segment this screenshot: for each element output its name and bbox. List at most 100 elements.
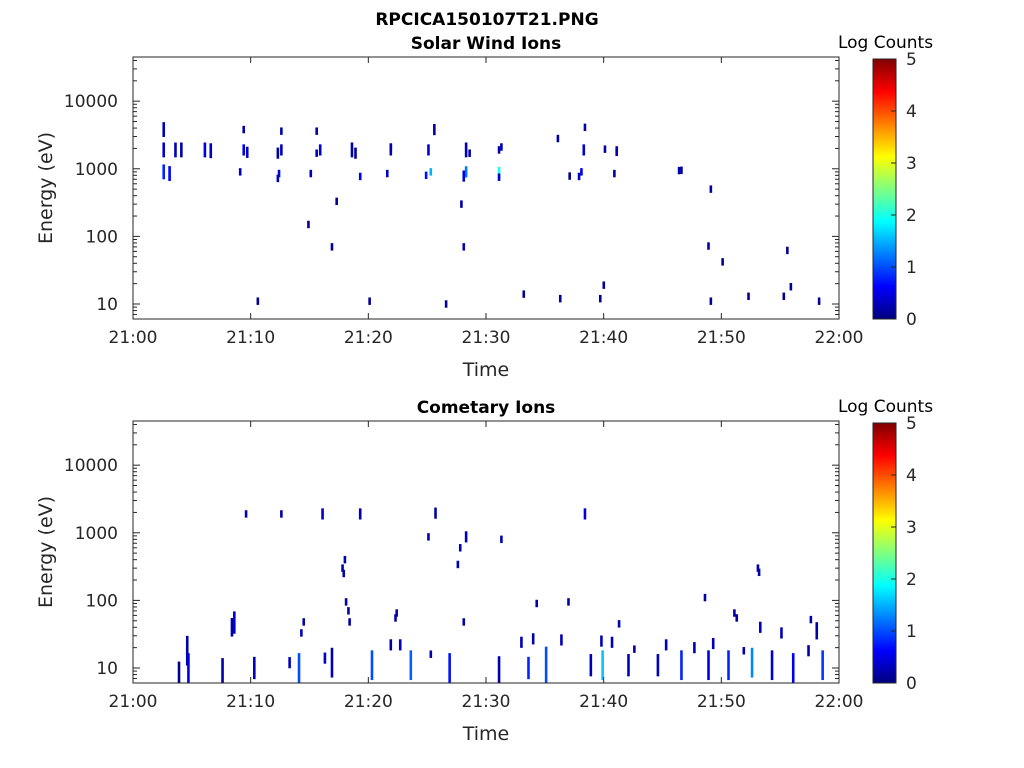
heatmap-cell [711, 637, 715, 650]
heatmap-cell [276, 147, 280, 159]
x-tick-label: 21:40 [579, 692, 628, 712]
heatmap-cell [233, 611, 236, 634]
heatmap-cell [174, 142, 177, 158]
heatmap-cell [613, 169, 616, 178]
heatmap-cell [358, 172, 362, 181]
heatmap-cell [180, 142, 183, 158]
heatmap-cell [809, 615, 813, 624]
heatmap-cell [598, 294, 602, 303]
heatmap-cell [497, 146, 501, 154]
heatmap-cell [335, 197, 338, 206]
heatmap-cell [368, 297, 371, 305]
colorbar-label: Log Counts [838, 397, 933, 417]
heatmap-cell [309, 169, 313, 178]
colorbar-tick-label: 1 [906, 622, 917, 642]
heatmap-cell [707, 650, 710, 681]
heatmap-cell [242, 125, 246, 134]
heatmap-cell [162, 122, 166, 138]
y-tick-label: 10 [96, 295, 118, 315]
heatmap-cell [315, 127, 318, 135]
heatmap-cell [424, 171, 428, 180]
heatmap-cell [617, 620, 621, 628]
heatmap-cell [615, 148, 619, 157]
heatmap-cell [177, 661, 181, 683]
heatmap-cell [245, 146, 249, 158]
colorbar-tick-label: 4 [906, 466, 917, 486]
heatmap-cell [677, 166, 681, 175]
heatmap-cell [330, 647, 334, 678]
heatmap-cell [434, 507, 437, 519]
heatmap-cell [602, 281, 606, 289]
heatmap-cell [389, 639, 393, 651]
y-tick-label: 10000 [64, 456, 118, 476]
x-tick-label: 21:00 [109, 692, 158, 712]
heatmap-cell [280, 510, 283, 518]
heatmap-cell [187, 653, 190, 683]
heatmap-cell [560, 634, 563, 646]
heatmap-cell [757, 568, 761, 577]
heatmap-cell [758, 621, 762, 633]
colorbar-tick-label: 2 [906, 570, 917, 590]
heatmap-cell [256, 297, 260, 305]
heatmap-cell [497, 173, 501, 181]
figure-title: RPCICA150107T21.PNG [375, 10, 598, 30]
x-tick-label: 21:20 [344, 328, 393, 348]
heatmap-cell [162, 164, 166, 180]
x-axis-label: Time [462, 723, 510, 745]
heatmap-cell [162, 142, 166, 158]
x-tick-label: 21:10 [226, 328, 275, 348]
heatmap-cell [370, 650, 374, 681]
heatmap-cell [693, 642, 696, 654]
heatmap-cell [583, 508, 587, 520]
heatmap-cell [815, 622, 819, 630]
heatmap-cell [230, 617, 234, 637]
heatmap-cell [348, 618, 351, 626]
heatmap-cell [770, 650, 774, 681]
x-tick-label: 21:30 [462, 328, 511, 348]
heatmap-cell [307, 220, 310, 229]
x-tick-label: 21:40 [579, 328, 628, 348]
heatmap-cell [389, 143, 393, 151]
heatmap-cell [680, 650, 683, 681]
heatmap-cell [786, 246, 789, 255]
heatmap-cell [727, 650, 730, 681]
heatmap-cell [354, 147, 357, 159]
panel-title: Cometary Ions [417, 398, 556, 418]
heatmap-cell [821, 650, 824, 681]
heatmap-cell [782, 292, 786, 301]
colorbar [872, 58, 897, 320]
y-tick-label: 100 [86, 227, 118, 247]
heatmap-cell [815, 628, 819, 640]
heatmap-cell [394, 614, 397, 622]
y-tick-label: 100 [86, 591, 118, 611]
heatmap-cell [344, 598, 348, 606]
colorbar-label: Log Counts [838, 33, 933, 53]
y-axis-label: Energy (eV) [35, 132, 57, 244]
heatmap-cell [580, 168, 583, 176]
heatmap-cell [347, 607, 350, 615]
heatmap-cell [522, 290, 526, 298]
x-tick-label: 21:50 [697, 692, 746, 712]
heatmap-cell [756, 564, 760, 572]
x-tick-label: 21:50 [697, 328, 746, 348]
heatmap-cell [464, 531, 468, 543]
heatmap-cell [583, 123, 587, 132]
colorbar-tick-label: 1 [906, 258, 917, 278]
heatmap-cell [680, 166, 683, 175]
heatmap-cell [458, 544, 462, 552]
x-tick-label: 21:30 [462, 692, 511, 712]
heatmap-cell [817, 297, 821, 305]
heatmap-cell [589, 654, 593, 677]
y-axis-label: Energy (eV) [35, 496, 57, 608]
heatmap-cell [535, 599, 539, 608]
plot-area [133, 421, 839, 683]
heatmap-cell [323, 652, 327, 664]
cometary-panel: 21:00 21:10 21:20 21:30 21:40 21:50 22:0010100… [35, 397, 933, 745]
heatmap-cell [462, 170, 466, 182]
heatmap-cell [302, 618, 306, 626]
heatmap-cell [460, 200, 463, 208]
heatmap-cell [462, 618, 466, 626]
heatmap-cell [350, 142, 354, 158]
heatmap-cell [656, 654, 660, 677]
